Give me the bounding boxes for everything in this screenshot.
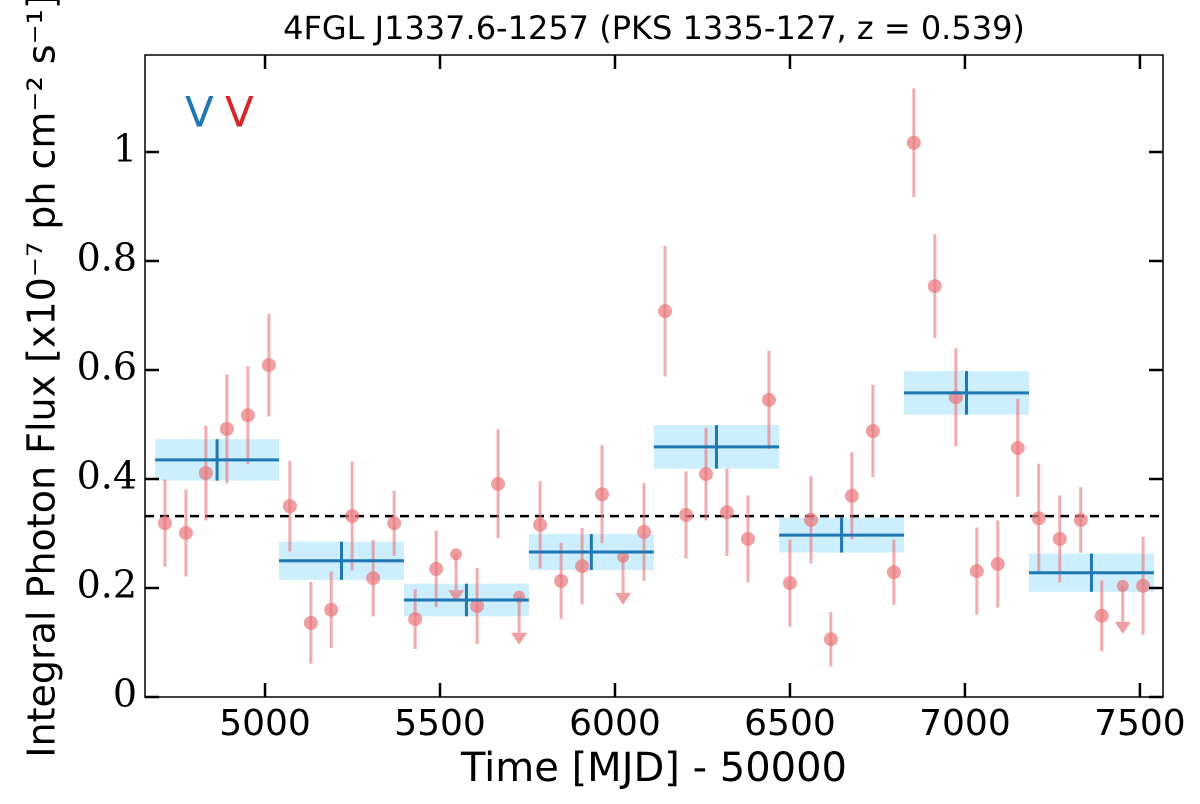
point: [198, 466, 213, 481]
point: [927, 279, 942, 294]
y-tick-label: 0: [113, 672, 137, 716]
point: [698, 467, 713, 482]
y-tick-label: 1: [113, 127, 137, 171]
upper-limit-arrow: [511, 632, 528, 645]
point: [906, 135, 921, 150]
point: [679, 507, 694, 522]
point: [637, 524, 652, 539]
point: [740, 531, 755, 546]
point: [240, 408, 255, 423]
point: [324, 602, 339, 617]
upper-limit-point: [617, 550, 630, 563]
x-tick-label: 6500: [744, 703, 836, 744]
point: [282, 499, 297, 514]
x-tick-label: 5000: [219, 703, 311, 744]
point: [491, 476, 506, 491]
annotation: V: [225, 88, 254, 137]
x-tick-label: 5500: [394, 703, 486, 744]
point: [595, 487, 610, 502]
point: [554, 573, 569, 588]
point: [761, 392, 776, 407]
point: [429, 561, 444, 576]
point: [886, 565, 901, 580]
upper-limit-point: [1116, 579, 1129, 592]
y-tick-label: 0.8: [77, 236, 137, 280]
point: [345, 509, 360, 524]
point: [782, 576, 797, 591]
y-axis-label: Integral Photon Flux [x10⁻⁷ ph cm⁻² s⁻¹]: [20, 0, 64, 758]
point: [366, 571, 381, 586]
point: [219, 421, 234, 436]
plot-frame: [144, 54, 1164, 698]
point: [1136, 578, 1151, 593]
y-tick-label: 0.2: [77, 563, 137, 607]
point: [823, 632, 838, 647]
y-tick-label: 0.4: [77, 454, 137, 498]
point: [1094, 608, 1109, 623]
upper-limit-arrow: [448, 590, 465, 603]
point: [865, 424, 880, 439]
point: [1052, 531, 1067, 546]
x-tick-label: 7000: [919, 703, 1011, 744]
point: [1010, 440, 1025, 455]
point: [575, 559, 590, 574]
point: [1073, 512, 1088, 527]
point: [844, 488, 859, 503]
upper-limit-point: [450, 548, 463, 561]
annotation: V: [185, 88, 214, 137]
upper-limit-arrow: [1114, 621, 1131, 634]
point: [990, 557, 1005, 572]
upper-limit-arrow: [615, 592, 632, 605]
point: [803, 512, 818, 527]
point: [261, 358, 276, 373]
point: [719, 505, 734, 520]
chart-title: 4FGL J1337.6-1257 (PKS 1335-127, z = 0.5…: [283, 9, 1025, 47]
point: [303, 615, 318, 630]
point: [1031, 511, 1046, 526]
point: [658, 304, 673, 319]
point: [157, 516, 172, 531]
point: [969, 564, 984, 579]
x-tick-label: 7500: [1094, 703, 1186, 744]
point: [178, 525, 193, 540]
point: [387, 516, 402, 531]
point: [533, 517, 548, 532]
x-tick-label: 6000: [569, 703, 661, 744]
point: [470, 598, 485, 613]
x-axis-label: Time [MJD] - 50000: [460, 745, 847, 791]
y-tick-label: 0.6: [77, 345, 137, 389]
point: [408, 612, 423, 627]
